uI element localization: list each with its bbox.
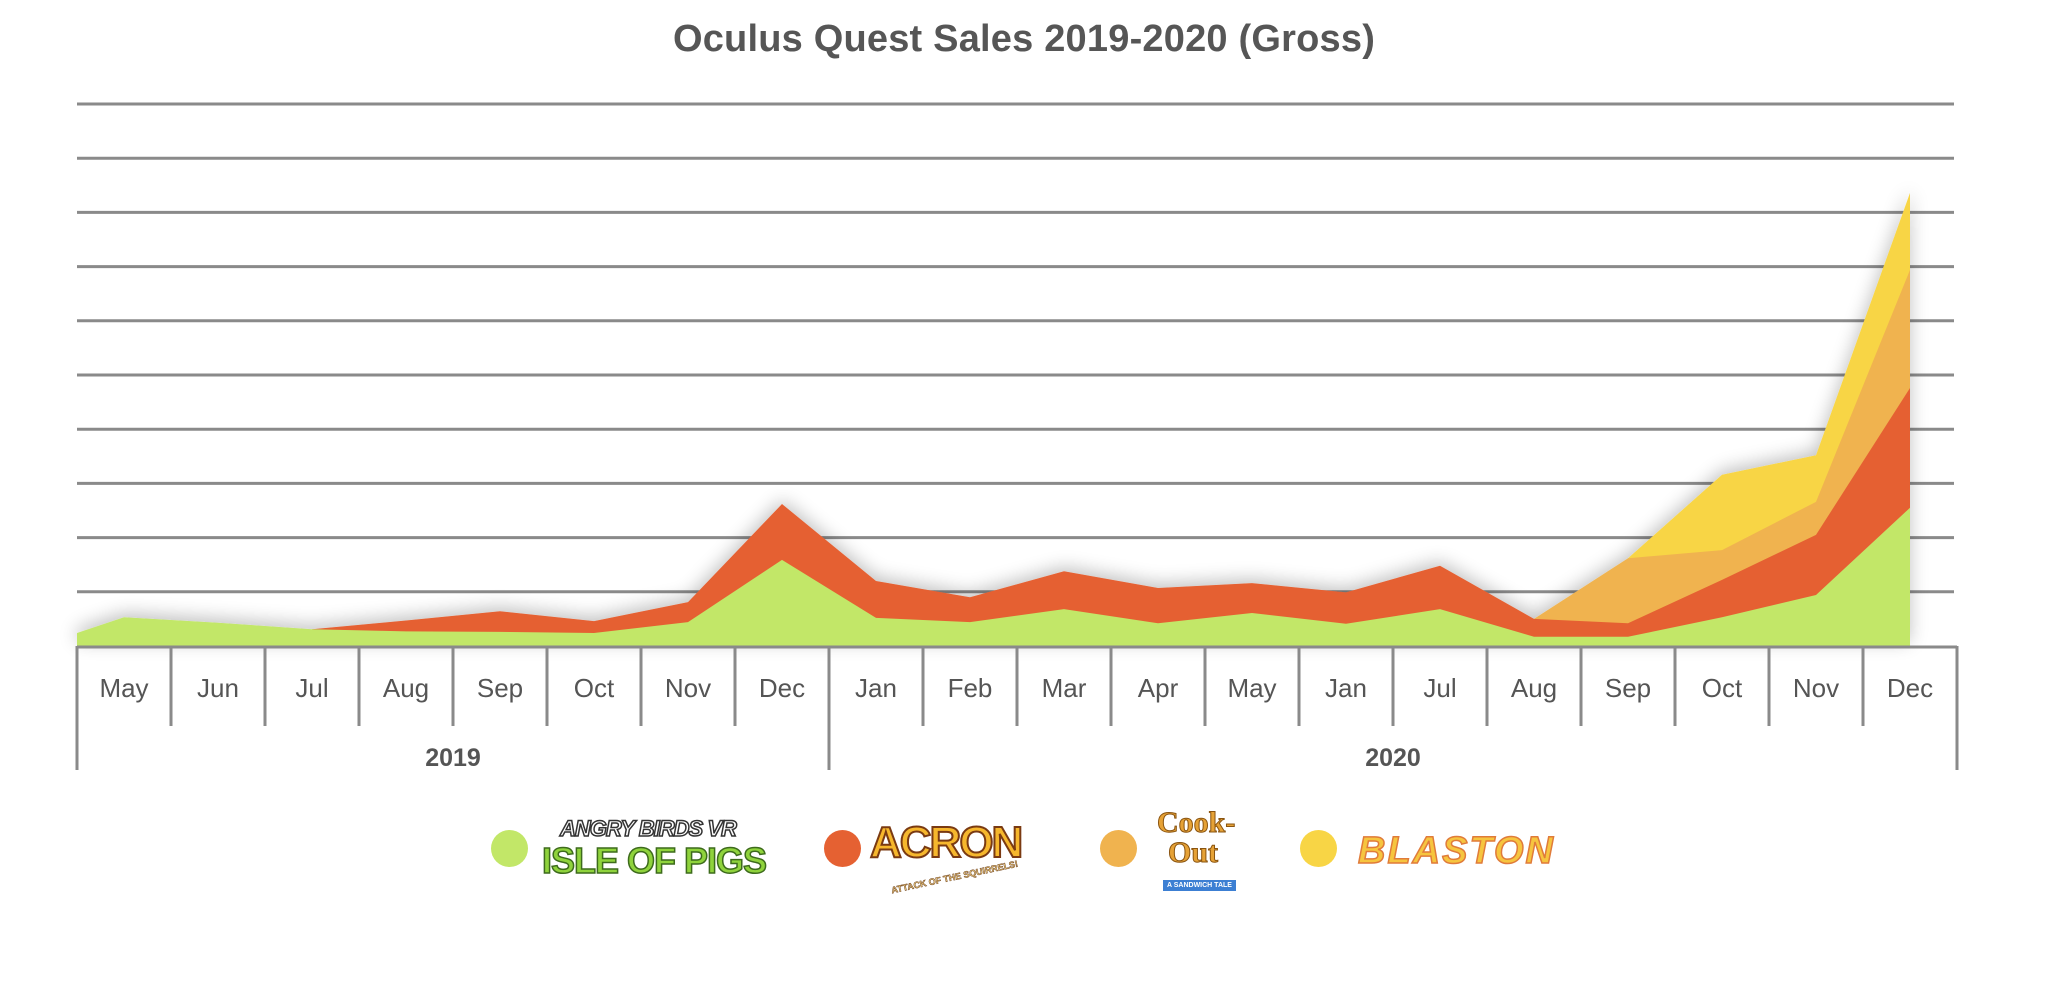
cook-out-logo-ribbon: A SANDWICH TALE [1163, 880, 1236, 891]
year-group-label: 2019 [425, 744, 481, 772]
x-tick-label: May [1227, 673, 1276, 703]
x-tick-label: Jan [855, 673, 897, 703]
x-tick-label: May [99, 673, 148, 703]
x-tick-label: Nov [1793, 673, 1839, 703]
legend-swatch [1300, 830, 1337, 867]
x-tick-label: Oct [574, 673, 615, 703]
x-tick-label: Feb [948, 673, 993, 703]
x-tick-label: Nov [665, 673, 711, 703]
cook-out-logo-top: Cook- [1156, 806, 1236, 840]
x-tick-label: Oct [1702, 673, 1743, 703]
cook-out-logo: Out [1167, 836, 1219, 870]
area-angry-birds-vr-isle-of-pigs [77, 507, 1910, 646]
isle-of-pigs-logo-top: ANGRY BIRDS VR [559, 815, 737, 842]
x-tick-label: Sep [1605, 673, 1651, 703]
area-acron-attack-of-the-squirrels- [312, 388, 1910, 646]
x-tick-label: Jul [1423, 673, 1456, 703]
x-tick-label: Jun [197, 673, 239, 703]
acron-logo: ACRON [869, 817, 1024, 868]
x-tick-label: Jan [1325, 673, 1367, 703]
x-tick-label: Dec [759, 673, 805, 703]
year-group-label: 2020 [1365, 744, 1421, 772]
chart-title: Oculus Quest Sales 2019-2020 (Gross) [672, 18, 1376, 60]
isle-of-pigs-logo: ISLE OF PIGS [541, 839, 768, 882]
x-axis: May Jun Jul Aug Sep Oct Nov Dec Jan Feb Mar Apr May J… [75, 645, 1959, 772]
x-tick-label: Apr [1138, 673, 1179, 703]
legend-swatch [491, 830, 528, 867]
x-tick-label: Dec [1887, 673, 1933, 703]
x-tick-label: Aug [383, 673, 429, 703]
legend-swatch [1100, 830, 1137, 867]
x-tick-label: Sep [477, 673, 523, 703]
x-tick-label: Jul [295, 673, 328, 703]
blaston-logo: BLASTON [1357, 829, 1555, 873]
gridlines [77, 102, 1954, 594]
area-series [77, 192, 1910, 646]
x-tick-label: Mar [1042, 673, 1087, 703]
x-tick-label: Aug [1511, 673, 1557, 703]
legend-swatch [824, 830, 861, 867]
